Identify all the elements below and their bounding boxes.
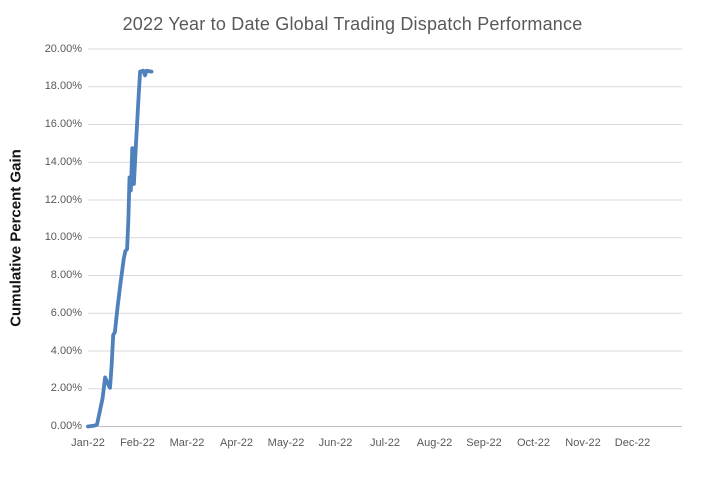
x-tick-label: May-22	[267, 437, 305, 449]
y-tick-label: 0.00%	[50, 420, 82, 432]
x-tick-label: Apr-22	[219, 437, 254, 449]
x-tick-label: Oct-22	[516, 437, 551, 449]
chart-title: 2022 Year to Date Global Trading Dispatc…	[122, 14, 583, 34]
x-tick-label: Feb-22	[120, 437, 155, 449]
x-tick-label: Jan-22	[71, 437, 105, 449]
y-tick-label: 12.00%	[44, 193, 82, 206]
x-tick-label: Dec-22	[614, 437, 651, 449]
x-tick-label: Jun-22	[318, 437, 353, 449]
x-tick-label: Mar-22	[169, 437, 205, 449]
y-tick-label: 20.00%	[44, 42, 82, 55]
y-tick-label: 14.00%	[44, 155, 82, 168]
y-tick-label: 18.00%	[44, 80, 82, 93]
y-tick-label: 4.00%	[50, 344, 82, 357]
y-tick-label: 2.00%	[50, 382, 82, 395]
y-tick-label: 10.00%	[44, 231, 82, 244]
x-tick-label: Nov-22	[565, 437, 601, 449]
y-tick-label: 8.00%	[50, 269, 82, 281]
x-tick-label: Jul-22	[370, 437, 400, 449]
y-tick-label: 16.00%	[44, 118, 82, 130]
x-tick-label: Sep-22	[466, 437, 502, 449]
y-tick-label: 6.00%	[50, 306, 82, 319]
x-tick-label: Aug-22	[416, 437, 453, 449]
series-line	[86, 68, 154, 429]
